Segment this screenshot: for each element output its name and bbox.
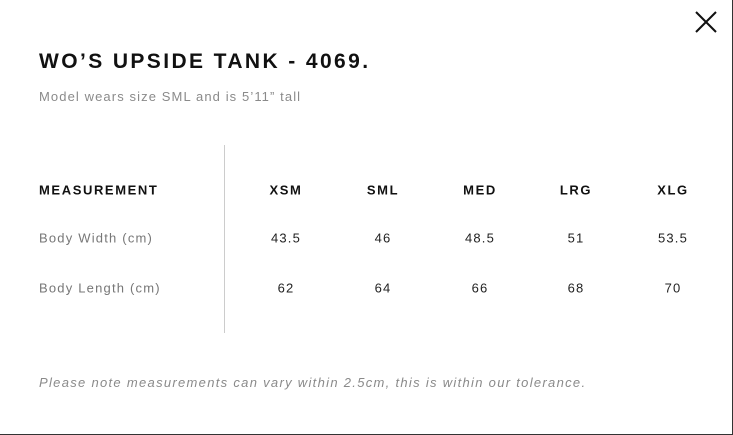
table-cell: 48.5 <box>464 230 496 246</box>
column-header: XSM <box>269 182 303 198</box>
subtitle: Model wears size SML and is 5’11” tall <box>39 89 302 104</box>
table-cell: 70 <box>664 280 682 296</box>
table-cell: 46 <box>374 230 392 246</box>
row-label: Body Length (cm) <box>39 280 161 296</box>
table-cell: 53.5 <box>657 230 689 246</box>
close-button[interactable] <box>694 10 718 34</box>
column-header: MEASUREMENT <box>39 182 159 198</box>
table-cell: 66 <box>471 280 489 296</box>
tolerance-note: Please note measurements can vary within… <box>39 375 587 390</box>
column-header: XLG <box>657 182 689 198</box>
table-cell: 51 <box>567 230 585 246</box>
row-label: Body Width (cm) <box>39 230 154 246</box>
column-header: SML <box>366 182 400 198</box>
table-cell: 62 <box>277 280 295 296</box>
column-header: MED <box>463 182 497 198</box>
column-header: LRG <box>559 182 593 198</box>
column-divider <box>224 145 225 333</box>
table-cell: 68 <box>567 280 585 296</box>
table-cell: 64 <box>374 280 392 296</box>
title: WO’S UPSIDE TANK - 4069. <box>39 50 371 73</box>
table-cell: 43.5 <box>270 230 302 246</box>
